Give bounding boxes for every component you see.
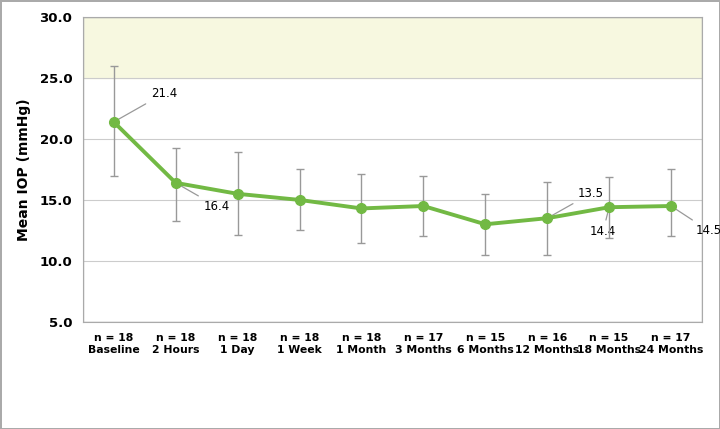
Text: 18 Months: 18 Months (577, 345, 642, 355)
Text: n = 15: n = 15 (590, 333, 629, 343)
Text: n = 18: n = 18 (156, 333, 195, 343)
Text: n = 18: n = 18 (218, 333, 257, 343)
Text: 1 Day: 1 Day (220, 345, 255, 355)
Text: 12 Months: 12 Months (515, 345, 580, 355)
Text: 14.4: 14.4 (590, 210, 616, 239)
Y-axis label: Mean IOP (mmHg): Mean IOP (mmHg) (17, 98, 31, 241)
Text: 21.4: 21.4 (116, 87, 177, 121)
Text: 24 Months: 24 Months (639, 345, 703, 355)
Text: n = 17: n = 17 (652, 333, 690, 343)
Bar (83, 17, 702, 78)
Text: Baseline: Baseline (88, 345, 140, 355)
Text: n = 17: n = 17 (404, 333, 443, 343)
Text: n = 18: n = 18 (280, 333, 319, 343)
Text: 13.5: 13.5 (549, 187, 604, 217)
Bar (83, 17, 702, 322)
Text: 14.5: 14.5 (673, 208, 720, 237)
Text: n = 16: n = 16 (528, 333, 567, 343)
Text: 1 Week: 1 Week (277, 345, 322, 355)
Text: n = 18: n = 18 (94, 333, 133, 343)
Text: 16.4: 16.4 (178, 184, 230, 213)
Text: 6 Months: 6 Months (457, 345, 513, 355)
Text: 3 Months: 3 Months (395, 345, 451, 355)
Text: n = 18: n = 18 (342, 333, 381, 343)
Text: n = 15: n = 15 (466, 333, 505, 343)
Text: 1 Month: 1 Month (336, 345, 387, 355)
Text: 2 Hours: 2 Hours (152, 345, 199, 355)
